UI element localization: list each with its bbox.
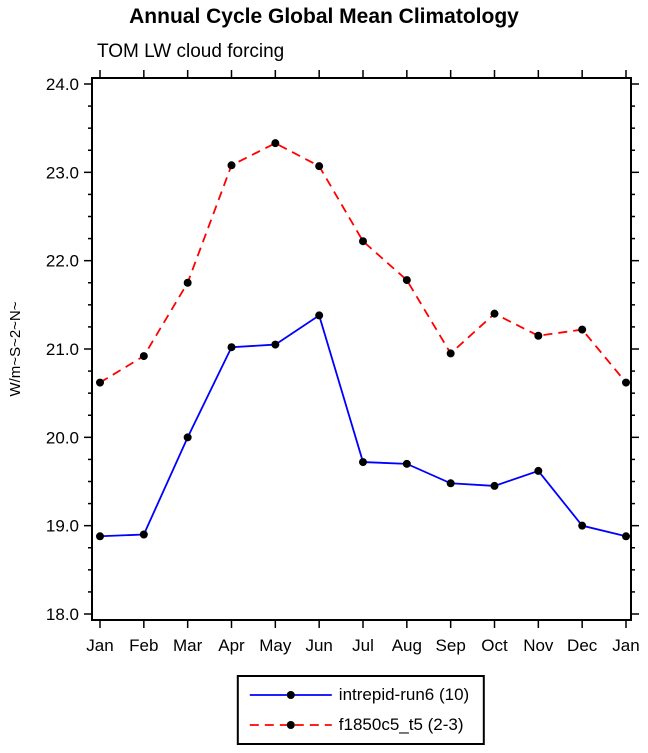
data-point-marker bbox=[139, 530, 148, 539]
data-point-marker bbox=[315, 311, 324, 320]
data-point-marker bbox=[622, 532, 630, 541]
data-point-marker bbox=[271, 139, 280, 148]
legend-line-sample-dashed bbox=[249, 721, 332, 729]
data-point-marker bbox=[622, 378, 630, 387]
x-tick-label: Jan bbox=[86, 636, 113, 655]
x-tick-label: Apr bbox=[218, 636, 245, 655]
y-tick-label: 24.0 bbox=[46, 75, 79, 94]
legend-sample-marker bbox=[286, 721, 295, 729]
data-point-marker bbox=[402, 459, 411, 468]
y-tick-label: 19.0 bbox=[46, 517, 79, 536]
y-tick-label: 21.0 bbox=[46, 340, 79, 359]
data-point-marker bbox=[96, 532, 104, 541]
y-tick-label: 18.0 bbox=[46, 605, 79, 624]
x-tick-label: May bbox=[259, 636, 292, 655]
data-point-marker bbox=[534, 331, 543, 340]
axes bbox=[84, 70, 639, 628]
data-point-marker bbox=[315, 162, 324, 171]
data-point-marker bbox=[227, 343, 236, 352]
x-tick-label: Jul bbox=[352, 636, 374, 655]
x-tick-label: Feb bbox=[129, 636, 158, 655]
data-point-marker bbox=[359, 458, 367, 467]
axis-labels: 18.0 19.0 20.0 21.0 22.0 23.0 24.0 Jan Feb Mar Apr… bbox=[7, 75, 640, 655]
x-tick-label: Jun bbox=[305, 636, 332, 655]
data-point-marker bbox=[534, 466, 543, 475]
data-point-marker bbox=[490, 309, 499, 318]
series-0 bbox=[96, 311, 630, 541]
y-tick-label: 23.0 bbox=[46, 163, 79, 182]
data-point-marker bbox=[183, 433, 192, 442]
y-tick-label: 22.0 bbox=[46, 252, 79, 271]
plot-border bbox=[91, 77, 632, 621]
x-tick-label: Aug bbox=[392, 636, 422, 655]
data-point-marker bbox=[183, 278, 192, 287]
y-axis-title: W/m~S~2~N~ bbox=[7, 301, 24, 396]
data-point-marker bbox=[578, 521, 587, 530]
chart-subtitle: TOM LW cloud forcing bbox=[97, 41, 285, 62]
data-point-marker bbox=[359, 237, 367, 246]
x-tick-label: Oct bbox=[481, 636, 508, 655]
y-tick-label: 20.0 bbox=[46, 428, 79, 447]
data-point-marker bbox=[271, 340, 280, 349]
x-tick-label: Jan bbox=[612, 636, 639, 655]
chart-title: Annual Cycle Global Mean Climatology bbox=[129, 5, 519, 28]
data-point-marker bbox=[446, 479, 455, 488]
data-point-marker bbox=[139, 352, 148, 361]
series-line bbox=[99, 314, 627, 538]
data-point-marker bbox=[490, 481, 499, 490]
x-tick-label: Dec bbox=[567, 636, 598, 655]
series-line bbox=[99, 142, 627, 384]
legend-sample-marker bbox=[286, 691, 295, 699]
data-point-marker bbox=[446, 349, 455, 358]
legend-box: intrepid-run6 (10) f1850c5_t5 (2-3) bbox=[236, 675, 486, 745]
legend-item-intrepid-run6: intrepid-run6 (10) bbox=[247, 682, 469, 708]
legend-label: f1850c5_t5 (2-3) bbox=[338, 715, 464, 734]
x-tick-label: Sep bbox=[436, 636, 466, 655]
data-point-marker bbox=[96, 378, 104, 387]
data-point-marker bbox=[402, 276, 411, 285]
data-point-marker bbox=[227, 161, 236, 170]
series-1 bbox=[96, 139, 630, 387]
x-tick-label: Mar bbox=[173, 636, 203, 655]
x-tick-label: Nov bbox=[523, 636, 554, 655]
legend-line-sample-solid bbox=[249, 691, 332, 699]
legend-label: intrepid-run6 (10) bbox=[338, 685, 470, 704]
data-point-marker bbox=[578, 325, 587, 334]
legend-item-f1850c5-t5: f1850c5_t5 (2-3) bbox=[247, 712, 469, 738]
